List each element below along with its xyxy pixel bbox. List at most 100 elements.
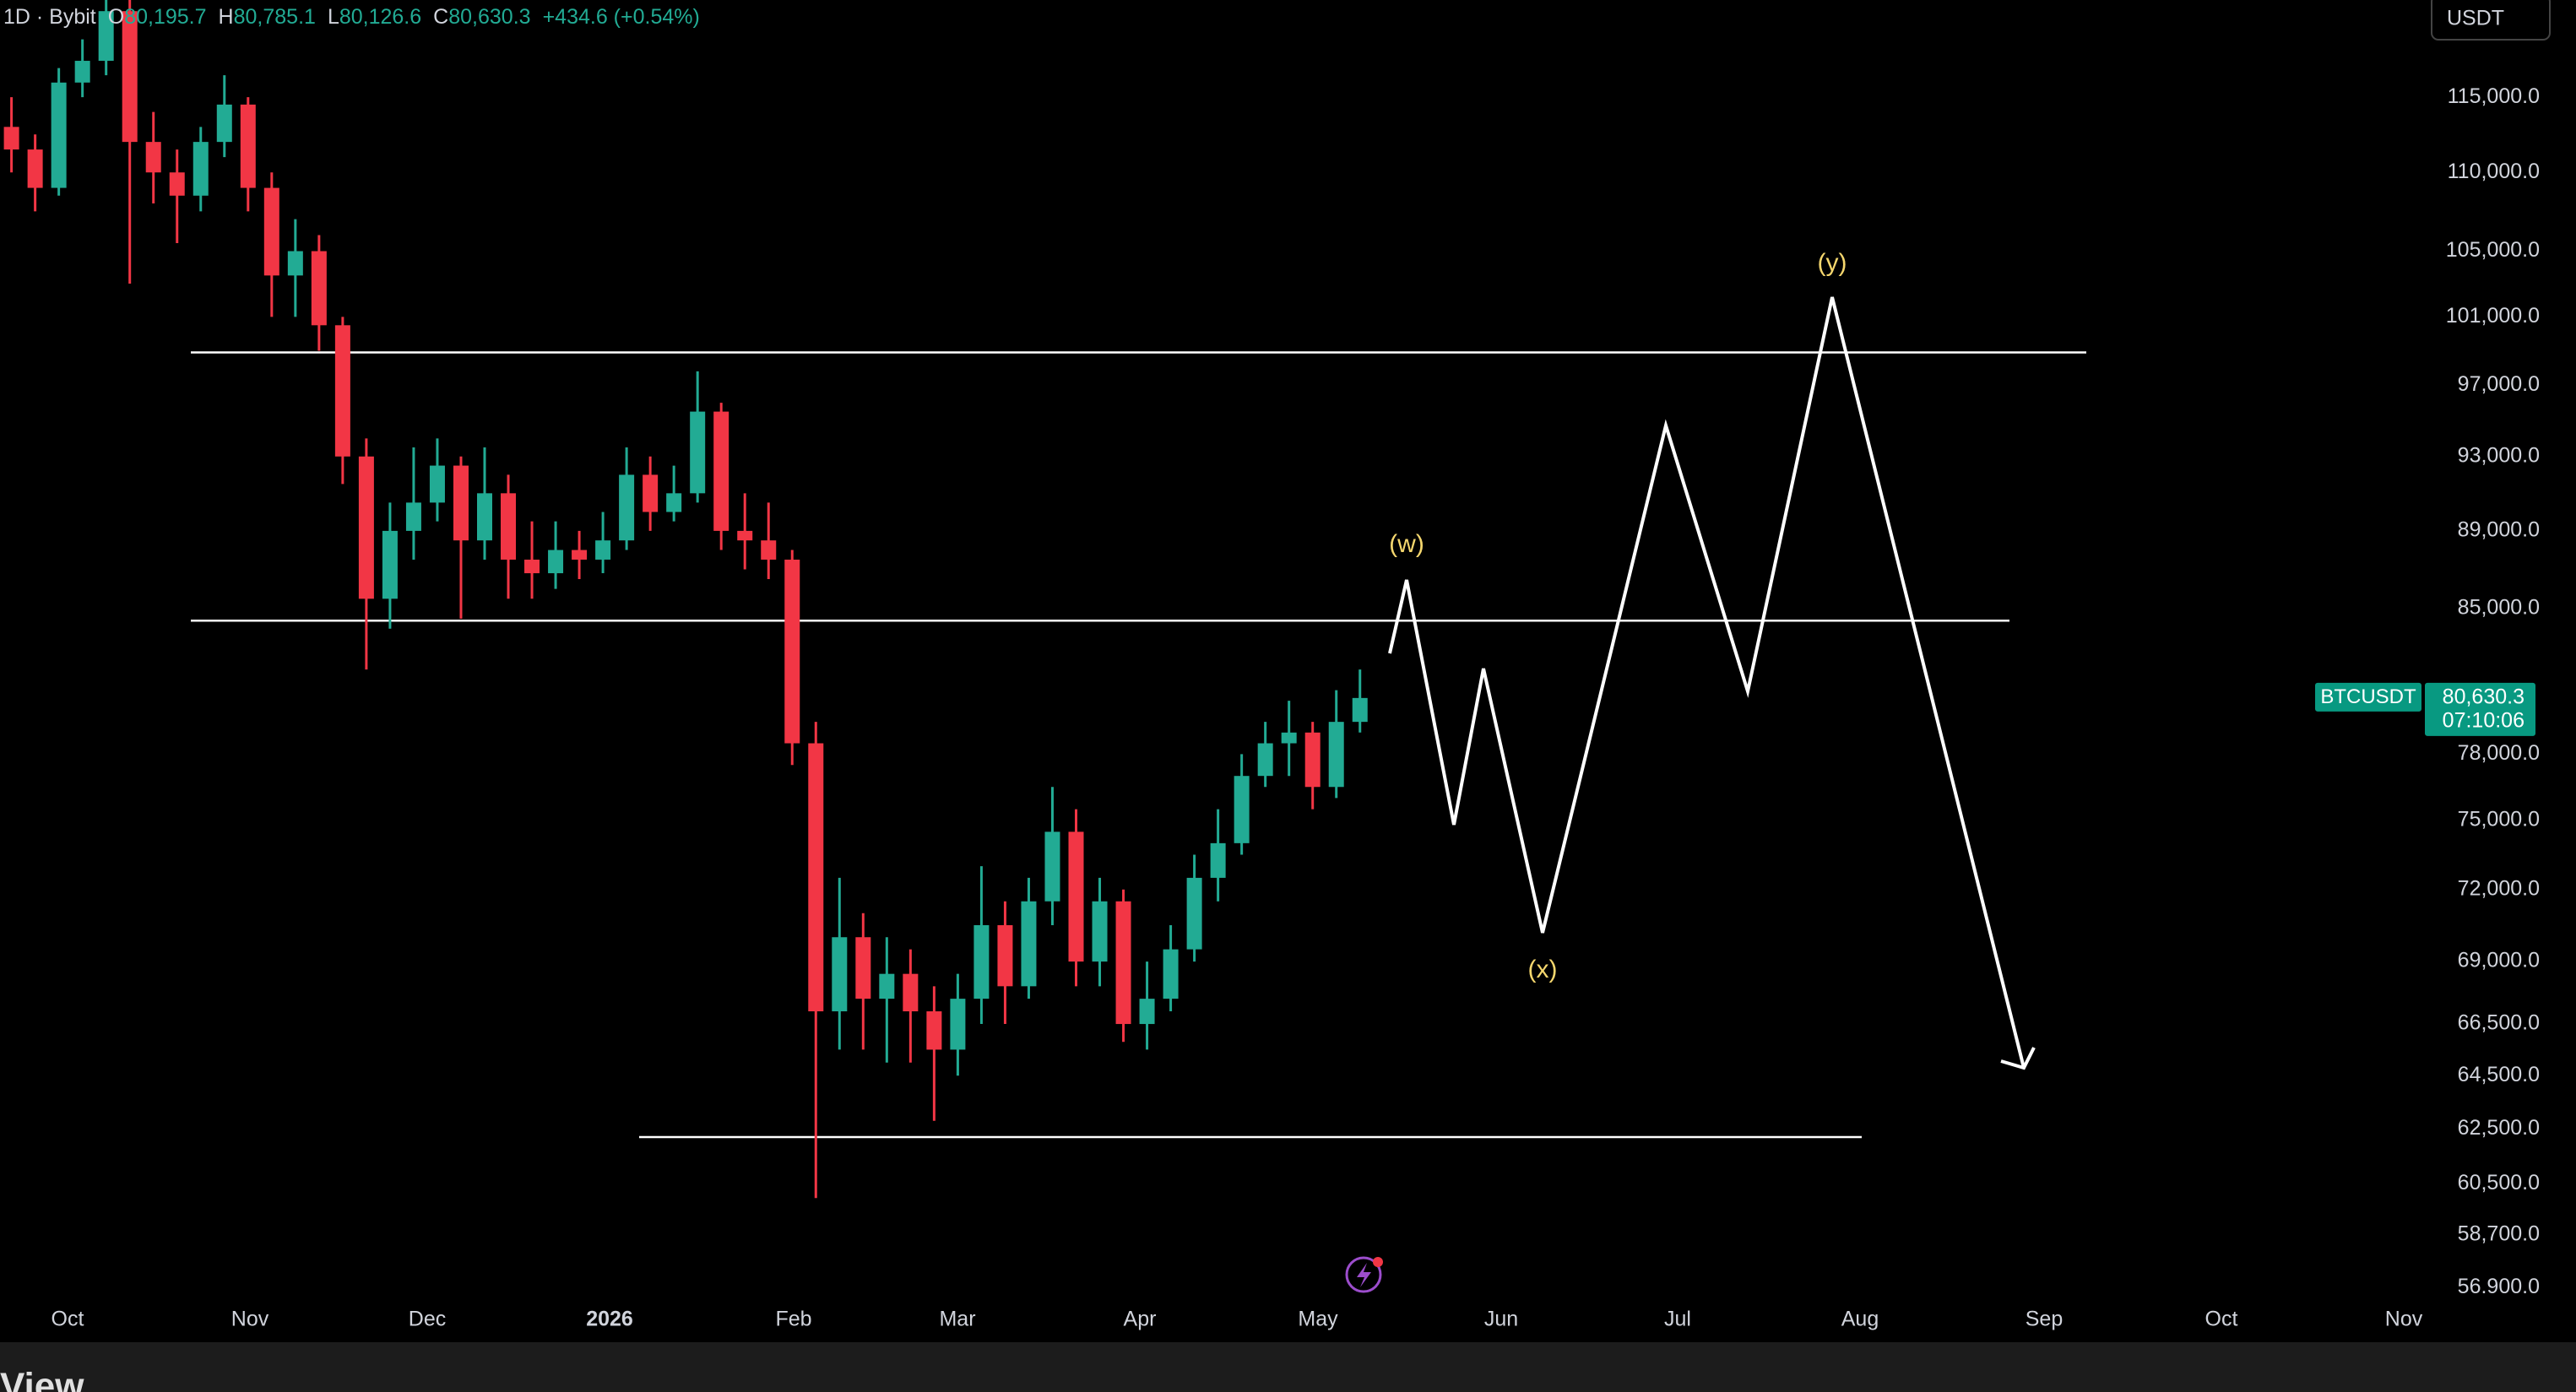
candle bbox=[832, 877, 848, 1050]
candle-body bbox=[926, 1011, 942, 1050]
x-tick-label: Nov bbox=[2385, 1308, 2423, 1331]
candle bbox=[1257, 722, 1273, 788]
y-tick-label: 105,000.0 bbox=[2446, 238, 2540, 262]
candle-body bbox=[1210, 842, 1226, 878]
x-tick-label: May bbox=[1298, 1308, 1338, 1331]
candle-body bbox=[263, 187, 279, 276]
candle bbox=[334, 317, 350, 485]
candle-body bbox=[1328, 722, 1344, 788]
currency-button[interactable] bbox=[2431, 0, 2551, 41]
candle bbox=[690, 371, 706, 503]
candle-body bbox=[169, 172, 185, 196]
candle-body bbox=[1281, 732, 1297, 744]
candle bbox=[737, 493, 753, 570]
candle-body bbox=[311, 251, 327, 326]
candle bbox=[808, 722, 824, 1199]
y-tick-label: 115,000.0 bbox=[2448, 84, 2540, 108]
candle-body bbox=[1234, 776, 1250, 843]
candle bbox=[1092, 877, 1108, 987]
candle-body bbox=[619, 474, 635, 541]
candle-body bbox=[595, 540, 611, 560]
candle bbox=[3, 97, 19, 173]
candle-body bbox=[1139, 999, 1155, 1025]
y-tick-label: 75,000.0 bbox=[2458, 808, 2540, 831]
candle-body bbox=[1044, 831, 1060, 902]
candle-body bbox=[358, 456, 374, 599]
candle-body bbox=[51, 82, 67, 188]
x-tick-label: Jun bbox=[1484, 1308, 1518, 1331]
candle-body bbox=[453, 465, 469, 541]
x-tick-label: 2026 bbox=[586, 1308, 633, 1331]
candle-body bbox=[761, 540, 777, 560]
candle bbox=[903, 949, 919, 1063]
candle-body bbox=[1092, 901, 1108, 962]
wave-label: (x) bbox=[1528, 956, 1558, 983]
candle-body bbox=[1257, 743, 1273, 777]
header: 1D · Bybit O80,195.7 H80,785.1 L80,126.6 C80… bbox=[3, 5, 700, 29]
notification-dot bbox=[1373, 1257, 1383, 1267]
candle bbox=[98, 0, 114, 76]
wave-label: (w) bbox=[1389, 530, 1424, 558]
candle-body bbox=[808, 743, 824, 1012]
candle-body bbox=[193, 142, 209, 196]
candle-body bbox=[832, 937, 848, 1012]
candle bbox=[358, 438, 374, 670]
y-tick-label: 110,000.0 bbox=[2448, 160, 2540, 183]
y-tick-label: 97,000.0 bbox=[2458, 372, 2540, 396]
candle bbox=[405, 447, 421, 560]
candle-body bbox=[548, 550, 564, 574]
candle-body bbox=[501, 493, 517, 560]
candle-body bbox=[240, 104, 256, 188]
candle-body bbox=[784, 559, 800, 744]
candle bbox=[524, 521, 540, 599]
y-tick-label: 56.900.0 bbox=[2458, 1275, 2540, 1298]
candle-body bbox=[1163, 949, 1179, 999]
footer-bar bbox=[0, 1342, 2576, 1392]
candle bbox=[997, 901, 1013, 1025]
candle bbox=[51, 68, 67, 196]
candle bbox=[595, 512, 611, 574]
candle bbox=[879, 937, 895, 1063]
y-tick-label: 72,000.0 bbox=[2458, 876, 2540, 900]
candle bbox=[1328, 690, 1344, 799]
candle bbox=[1210, 809, 1226, 902]
x-tick-label: Nov bbox=[231, 1308, 269, 1331]
header-text: 1D · Bybit O80,195.7 H80,785.1 L80,126.6 C80… bbox=[3, 5, 700, 29]
candle bbox=[666, 465, 682, 522]
candle bbox=[477, 447, 492, 560]
symbol-label: BTCUSDT bbox=[2320, 685, 2416, 708]
candle-body bbox=[666, 493, 682, 512]
candle bbox=[27, 134, 43, 212]
x-tick-label: Mar bbox=[939, 1308, 975, 1331]
candle bbox=[1234, 754, 1250, 855]
x-tick-label: Dec bbox=[409, 1308, 446, 1331]
candle-body bbox=[216, 104, 232, 143]
candle-body bbox=[1021, 901, 1037, 987]
candle bbox=[1115, 889, 1131, 1043]
candle-body bbox=[1115, 901, 1131, 1025]
candle-body bbox=[145, 142, 161, 173]
price-tag bbox=[2425, 682, 2535, 736]
currency[interactable]: USDT bbox=[2447, 7, 2504, 30]
candle-body bbox=[997, 924, 1013, 987]
candle bbox=[1304, 722, 1321, 810]
x-tick-label: Oct bbox=[2205, 1308, 2238, 1331]
l-value: 80,126.6 bbox=[339, 5, 421, 29]
x-tick-label: Feb bbox=[775, 1308, 811, 1331]
price-label: 80,630.3 bbox=[2443, 685, 2524, 708]
y-tick-label: 60,500.0 bbox=[2458, 1171, 2540, 1194]
o-label: O bbox=[108, 5, 124, 29]
symbol-tag bbox=[2315, 682, 2421, 712]
candle bbox=[1352, 669, 1368, 733]
candle-body bbox=[855, 937, 871, 999]
wave-projection bbox=[1388, 296, 2026, 1069]
lightning-icon[interactable] bbox=[1345, 1256, 1382, 1293]
candle bbox=[572, 530, 588, 579]
candle-body bbox=[643, 474, 659, 512]
y-tick-label: 69,000.0 bbox=[2458, 949, 2540, 972]
y-tick-label: 78,000.0 bbox=[2458, 741, 2540, 765]
candle bbox=[1044, 787, 1060, 925]
candle bbox=[973, 866, 990, 1025]
candle bbox=[74, 39, 90, 98]
